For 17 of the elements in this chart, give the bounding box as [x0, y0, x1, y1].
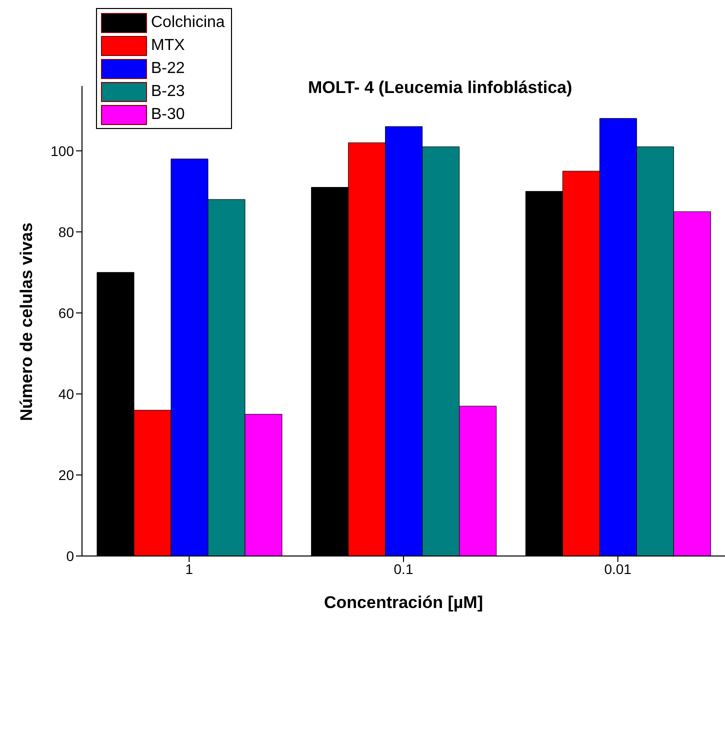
legend-label: Colchicina: [151, 14, 225, 32]
x-tick-label: 0.01: [604, 560, 632, 577]
x-tick-label: 0.1: [394, 560, 414, 577]
legend-label: MTX: [151, 36, 185, 54]
legend-label: B-22: [151, 60, 185, 78]
y-tick-label: 0: [66, 548, 74, 564]
x-tick-label: 1: [185, 560, 194, 577]
y-tick-label: 20: [58, 466, 74, 483]
y-axis-title: Número de celulas vivas: [17, 222, 36, 421]
y-tick-label: 80: [58, 224, 74, 240]
legend-label: B-23: [151, 82, 185, 100]
y-tick-label: 100: [50, 142, 74, 159]
y-tick-label: 60: [58, 304, 74, 321]
y-tick-label: 40: [58, 386, 74, 402]
legend-label: B-30: [151, 106, 185, 124]
chart-title: MOLT- 4 (Leucemia linfoblástica): [308, 78, 572, 98]
x-axis-title: Concentración [µM]: [324, 593, 484, 612]
